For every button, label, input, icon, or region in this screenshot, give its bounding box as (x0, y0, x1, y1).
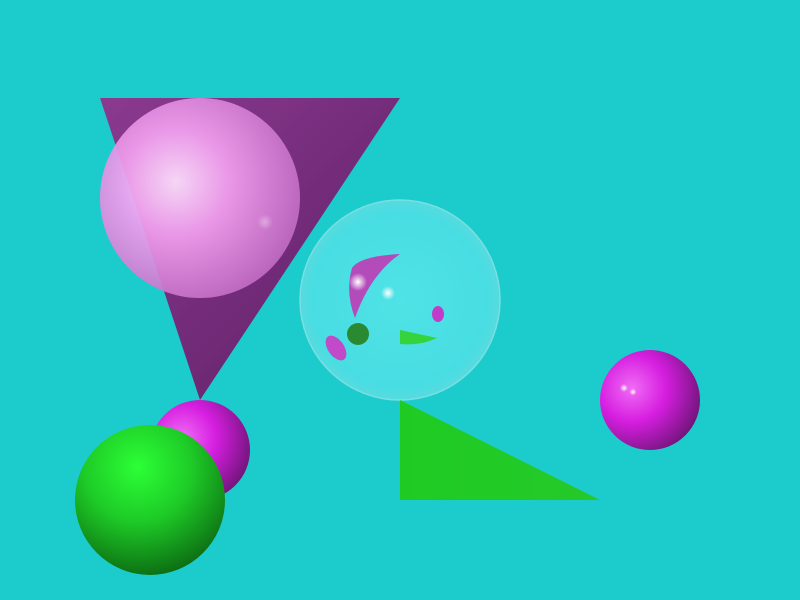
glass-specular-1 (349, 273, 367, 291)
glass-reflection-magenta-right (432, 306, 444, 322)
glass-specular-2 (381, 286, 395, 300)
green-sphere (75, 425, 225, 575)
pink-sphere-highlight (257, 214, 273, 230)
glass-reflection-triangle (349, 254, 400, 318)
glass-reflection-green-triangle (400, 330, 437, 345)
magenta-sphere-right (600, 350, 700, 450)
glass-sphere (299, 199, 501, 401)
glass-reflection-green-sphere (347, 323, 369, 345)
green-triangle (400, 400, 600, 500)
magenta-right-specular-1 (620, 384, 628, 392)
pink-sphere (100, 98, 300, 298)
glass-reflection-magenta (325, 335, 347, 361)
magenta-right-specular-2 (629, 388, 637, 396)
